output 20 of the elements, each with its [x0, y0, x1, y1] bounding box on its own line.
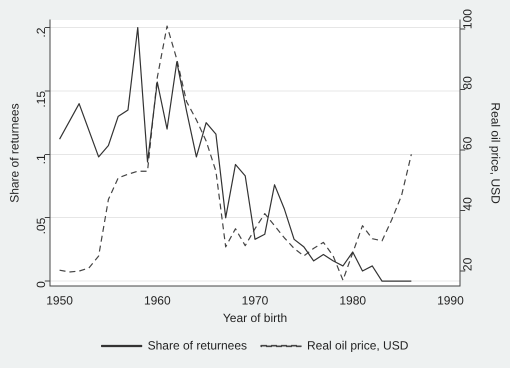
y2-tick-label: 80 [460, 76, 475, 90]
y-tick-label: .15 [34, 90, 48, 108]
x-tick-label: 1970 [242, 294, 269, 308]
y-axis-title: Share of returnees [8, 103, 22, 203]
y2-tick-label: 20 [460, 257, 475, 272]
x-tick-label: 1990 [437, 294, 464, 308]
y-tick-label: .05 [34, 217, 48, 234]
legend-label: Real oil price, USD [307, 338, 409, 352]
legend-label: Share of returnees [148, 338, 248, 352]
x-tick-label: 1950 [46, 294, 74, 308]
y-tick-label: .2 [34, 27, 48, 38]
x-tick-label: 1960 [144, 294, 171, 308]
y2-axis-title: Real oil price, USD [488, 102, 502, 204]
y-tick-label: 0 [34, 280, 48, 288]
y2-tick-label: 100 [460, 8, 475, 30]
x-tick-label: 1980 [339, 294, 366, 308]
y-tick-label: .1 [34, 154, 48, 164]
x-axis-title: Year of birth [222, 311, 288, 326]
y2-tick-label: 40 [460, 196, 475, 211]
y2-tick-label: 60 [460, 136, 475, 150]
